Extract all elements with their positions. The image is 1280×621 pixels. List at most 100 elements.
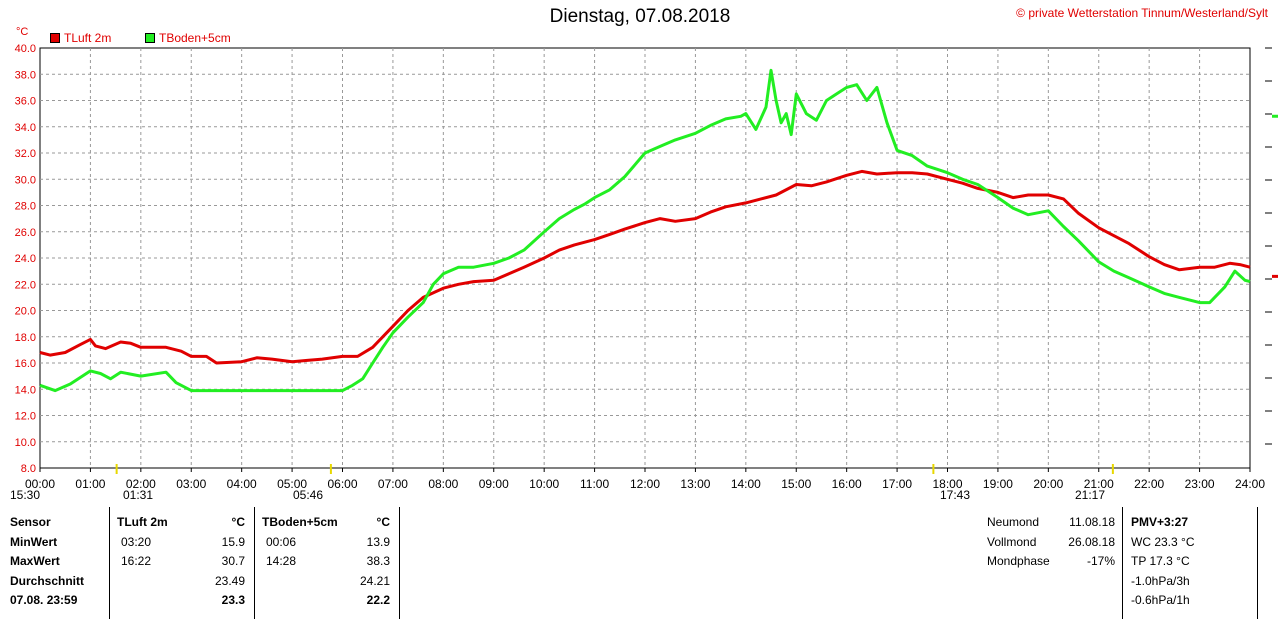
tboden-unit: °C — [376, 515, 390, 529]
stats-divider — [1257, 507, 1258, 619]
tboden-last-value: 22.2 — [366, 593, 390, 607]
x-tick-label: 11:00 — [580, 477, 609, 491]
stats-labels: Sensor MinWert MaxWert Durchschnitt 07.0… — [10, 513, 105, 611]
x-tick-label: 02:00 — [126, 477, 156, 491]
y-tick-label: 20.0 — [15, 306, 36, 318]
stats-tboden: TBoden+5cm °C 00:06 13.9 14:28 38.3 24.21 2… — [262, 513, 390, 611]
x-tick-label: 19:00 — [983, 477, 1013, 491]
sunrise-time-label: 05:46 — [293, 488, 324, 502]
pmv-value: PMV+3:27 — [1131, 515, 1189, 529]
x-tick-label: 12:00 — [630, 477, 660, 491]
full-moon-date: 26.08.18 — [1068, 534, 1115, 549]
sunset2-time-label: 21:17 — [1075, 488, 1106, 502]
x-tick-label: 15:00 — [781, 477, 811, 491]
x-tick-label: 23:00 — [1185, 477, 1215, 491]
tboden-avg-value: 24.21 — [359, 573, 390, 588]
moon-phase-value: -17% — [1086, 554, 1115, 568]
tluft-avg-value: 23.49 — [214, 573, 245, 588]
y-tick-label: 30.0 — [15, 174, 36, 186]
tboden-header: TBoden+5cm — [262, 515, 338, 529]
tluft-max-time: 16:22 — [121, 554, 152, 568]
y-tick-label: 34.0 — [15, 122, 36, 134]
legend-label-tluft: TLuft 2m — [64, 31, 112, 45]
y-tick-label: 24.0 — [15, 253, 36, 265]
y-axis-unit: °C — [16, 26, 29, 38]
tluft-unit: °C — [231, 515, 245, 529]
x-tick-label: 16:00 — [832, 477, 862, 491]
x-tick-label: 13:00 — [680, 477, 710, 491]
x-tick-label: 21:00 — [1084, 477, 1114, 491]
tboden-max-time: 14:28 — [266, 554, 297, 568]
x-tick-label: 05:00 — [277, 477, 307, 491]
tboden-min-time: 00:06 — [266, 534, 297, 549]
x-tick-label: 09:00 — [479, 477, 509, 491]
x-tick-label: 10:00 — [529, 477, 559, 491]
y-tick-label: 40.0 — [15, 43, 36, 55]
y-tick-label: 38.0 — [15, 69, 36, 81]
x-tick-label: 18:00 — [932, 477, 962, 491]
x-tick-label: 22:00 — [1134, 477, 1164, 491]
x-tick-label: 07:00 — [378, 477, 408, 491]
legend-label-tboden: TBoden+5cm — [159, 31, 231, 45]
tluft-min-time: 03:20 — [121, 534, 152, 549]
moonrise-time-label: 17:43 — [940, 488, 971, 502]
stats-divider — [399, 507, 400, 619]
x-tick-label: 03:00 — [176, 477, 206, 491]
moon-phase-label: Mondphase — [987, 554, 1050, 568]
last-label: 07.08. 23:59 — [10, 593, 78, 607]
dew-point-value: TP 17.3 °C — [1131, 554, 1190, 568]
x-tick-label: 14:00 — [731, 477, 761, 491]
y-tick-label: 22.0 — [15, 279, 36, 291]
pressure-1h-value: -0.6hPa/1h — [1131, 593, 1190, 607]
chart-title: Dienstag, 07.08.2018 — [549, 6, 731, 27]
max-label: MaxWert — [10, 554, 60, 568]
stats-divider — [254, 507, 255, 619]
sunset-time-label: 15:30 — [10, 488, 41, 502]
y-tick-label: 28.0 — [15, 201, 36, 213]
full-moon-label: Vollmond — [987, 534, 1037, 549]
y-tick-label: 36.0 — [15, 96, 36, 108]
wind-chill-value: WC 23.3 °C — [1131, 534, 1195, 549]
x-tick-label: 01:00 — [75, 477, 105, 491]
stats-tluft: TLuft 2m °C 03:20 15.9 16:22 30.7 23.49 23.… — [117, 513, 245, 611]
y-tick-label: 26.0 — [15, 227, 36, 239]
series-line-tluft — [39, 169, 1251, 365]
pressure-3h-value: -1.0hPa/3h — [1131, 573, 1190, 588]
x-tick-label: 08:00 — [428, 477, 458, 491]
y-tick-label: 18.0 — [15, 332, 36, 344]
tluft-min-value: 15.9 — [221, 534, 245, 549]
extra-panel: PMV+3:27 WC 23.3 °C TP 17.3 °C -1.0hPa/3… — [1131, 513, 1255, 611]
y-tick-label: 12.0 — [15, 411, 36, 423]
stats-divider — [109, 507, 110, 619]
y-tick-label: 32.0 — [15, 148, 36, 160]
x-tick-label: 24:00 — [1235, 477, 1265, 491]
x-tick-label: 00:00 — [25, 477, 55, 491]
moonset-time-label: 01:31 — [123, 488, 154, 502]
y-tick-label: 10.0 — [15, 437, 36, 449]
new-moon-date: 11.08.18 — [1069, 515, 1115, 529]
tboden-max-value: 38.3 — [366, 554, 390, 568]
y-tick-label: 16.0 — [15, 358, 36, 370]
legend-item-tluft: TLuft 2m — [50, 31, 111, 45]
x-tick-label: 04:00 — [227, 477, 257, 491]
y-tick-label: 14.0 — [15, 384, 36, 396]
min-label: MinWert — [10, 534, 58, 549]
avg-label: Durchschnitt — [10, 573, 85, 588]
tboden-min-value: 13.9 — [366, 534, 390, 549]
copyright-label: © private Wetterstation Tinnum/Westerlan… — [1016, 6, 1268, 20]
sensor-header: Sensor — [10, 515, 51, 529]
y-tick-label: 8.0 — [21, 463, 36, 475]
tluft-header: TLuft 2m — [117, 515, 168, 529]
legend-swatch-tluft — [50, 33, 60, 43]
stats-divider — [1122, 507, 1123, 619]
legend-swatch-tboden — [145, 33, 155, 43]
x-tick-label: 17:00 — [882, 477, 912, 491]
legend-item-tboden: TBoden+5cm — [145, 31, 231, 45]
tluft-max-value: 30.7 — [221, 554, 245, 568]
new-moon-label: Neumond — [987, 515, 1040, 529]
tluft-last-value: 23.3 — [221, 593, 245, 607]
series-line-tboden — [39, 68, 1251, 393]
moon-panel: Neumond 11.08.18 Vollmond 26.08.18 Mondpha… — [987, 513, 1115, 572]
x-tick-label: 20:00 — [1033, 477, 1063, 491]
